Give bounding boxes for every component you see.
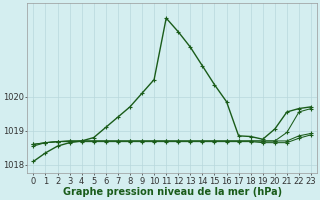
X-axis label: Graphe pression niveau de la mer (hPa): Graphe pression niveau de la mer (hPa): [63, 187, 282, 197]
